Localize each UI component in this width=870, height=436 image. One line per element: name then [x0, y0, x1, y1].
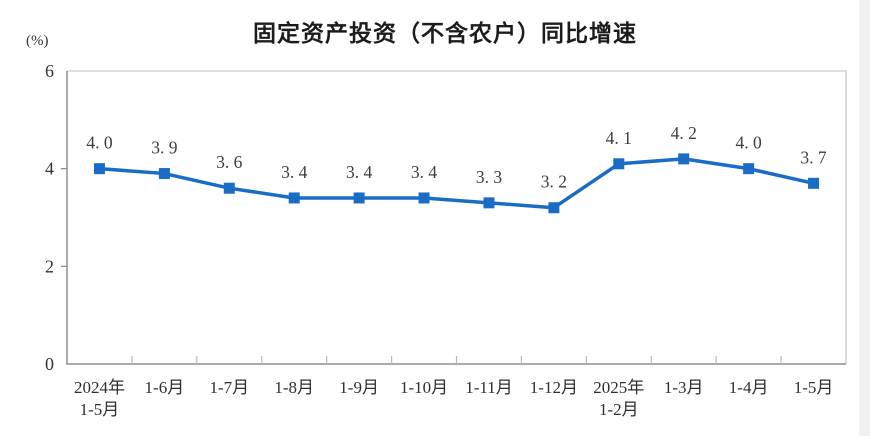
point-label: 3. 6 — [216, 152, 243, 172]
x-tick-label: 1-5月 — [794, 378, 834, 397]
data-point — [353, 192, 365, 204]
point-label: 3. 4 — [346, 162, 373, 182]
x-tick-label: 1-3月 — [664, 378, 704, 397]
data-point — [548, 202, 560, 214]
axis-lines — [66, 71, 846, 365]
data-line — [97, 157, 816, 210]
data-point — [158, 168, 170, 180]
chart-title: 固定资产投资（不含农户）同比增速 — [253, 20, 637, 46]
point-label: 3. 7 — [800, 147, 827, 167]
point-label: 3. 2 — [541, 172, 567, 192]
y-tick-label: 2 — [45, 256, 54, 276]
data-point — [613, 158, 625, 170]
x-tick-label: 1-4月 — [729, 378, 769, 397]
point-label: 4. 0 — [736, 133, 763, 153]
data-point — [223, 182, 235, 194]
data-point — [808, 177, 820, 189]
point-label: 4. 0 — [86, 133, 113, 153]
point-label: 4. 1 — [606, 128, 632, 148]
y-axis-unit-label: (%) — [26, 33, 49, 49]
point-label: 3. 4 — [281, 162, 308, 182]
y-tick-label: 0 — [45, 354, 54, 374]
plot-border — [67, 70, 847, 364]
x-tick-label: 1-6月 — [145, 378, 185, 397]
point-label: 4. 2 — [671, 123, 697, 143]
data-point — [418, 192, 430, 204]
y-tick-label: 4 — [45, 159, 54, 179]
data-point — [288, 192, 300, 204]
x-tick-label: 1-11月 — [465, 378, 513, 397]
x-tick-label: 1-8月 — [274, 378, 314, 397]
x-tick-label: 2024年 1-5月 — [74, 378, 125, 419]
x-tick-label: 1-7月 — [209, 378, 249, 397]
data-point — [93, 163, 105, 175]
x-tick-label: 1-10月 — [400, 378, 448, 397]
point-label: 3. 4 — [411, 162, 438, 182]
data-point — [483, 197, 495, 209]
x-tick-label: 1-12月 — [530, 378, 578, 397]
y-tick-label: 6 — [45, 61, 54, 81]
page-right-gutter — [859, 0, 870, 436]
data-point — [678, 153, 690, 165]
point-label: 3. 3 — [476, 167, 503, 187]
x-tick-label: 2025年 1-2月 — [593, 378, 644, 419]
data-point — [743, 163, 755, 175]
x-tick-label: 1-9月 — [339, 378, 379, 397]
point-label: 3. 9 — [151, 138, 178, 158]
